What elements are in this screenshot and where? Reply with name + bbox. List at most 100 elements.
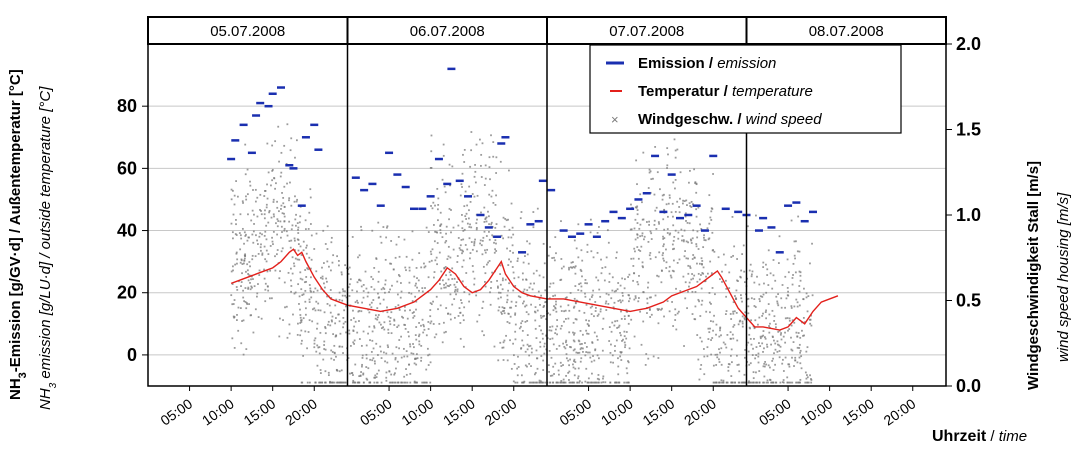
- wind-point: [411, 258, 414, 261]
- wind-point: [298, 303, 300, 305]
- wind-point: [462, 259, 465, 262]
- wind-point: [411, 230, 414, 233]
- wind-point: [617, 282, 620, 284]
- wind-point: [493, 345, 496, 348]
- right-tick-label: 0.5: [956, 291, 981, 311]
- wind-point: [404, 309, 406, 312]
- wind-point: [447, 255, 450, 258]
- wind-point: [722, 341, 725, 344]
- wind-point: [665, 261, 668, 264]
- wind-point: [374, 376, 376, 379]
- wind-point: [730, 256, 733, 258]
- wind-point: [681, 235, 684, 237]
- wind-point: [284, 306, 286, 309]
- wind-point: [434, 230, 436, 233]
- wind-point: [340, 273, 343, 276]
- wind-point: [307, 228, 310, 230]
- wind-point: [479, 242, 481, 245]
- wind-point: [611, 276, 614, 279]
- wind-point: [301, 294, 304, 296]
- wind-point: [400, 356, 403, 359]
- wind-point: [654, 294, 657, 297]
- wind-point: [786, 287, 789, 289]
- wind-point: [253, 223, 255, 225]
- wind-point: [713, 314, 715, 317]
- wind-point: [636, 213, 639, 216]
- wind-point: [767, 364, 770, 367]
- wind-point: [509, 315, 512, 318]
- wind-point: [509, 260, 512, 263]
- wind-point: [604, 302, 607, 305]
- wind-point: [448, 207, 451, 210]
- wind-point: [252, 230, 255, 233]
- wind-point: [799, 271, 802, 274]
- wind-point: [759, 335, 762, 338]
- wind-point: [657, 309, 660, 311]
- wind-point: [586, 323, 589, 325]
- wind-point: [698, 262, 701, 265]
- wind-point: [642, 218, 645, 221]
- wind-point: [806, 310, 809, 313]
- wind-point: [425, 381, 428, 384]
- wind-point: [231, 231, 234, 234]
- wind-point: [574, 302, 577, 305]
- wind-point: [540, 294, 543, 297]
- wind-point: [283, 205, 286, 208]
- wind-point: [334, 304, 337, 307]
- wind-point: [730, 337, 732, 340]
- wind-point: [747, 312, 750, 315]
- wind-point: [443, 286, 446, 289]
- wind-point: [581, 333, 584, 336]
- wind-point: [698, 378, 701, 381]
- wind-point: [800, 367, 803, 370]
- wind-point: [744, 311, 747, 314]
- wind-point: [674, 149, 677, 152]
- wind-point: [737, 323, 740, 326]
- wind-point: [744, 381, 747, 384]
- wind-point: [657, 322, 660, 325]
- wind-point: [791, 381, 794, 384]
- wind-point: [359, 375, 362, 377]
- wind-point: [413, 315, 416, 317]
- wind-point: [398, 347, 400, 350]
- wind-point: [240, 285, 242, 288]
- wind-point: [634, 250, 636, 253]
- wind-point: [560, 310, 563, 312]
- wind-point: [638, 227, 641, 230]
- wind-point: [411, 312, 414, 314]
- wind-point: [689, 238, 692, 241]
- wind-point: [407, 335, 410, 338]
- wind-point: [267, 221, 270, 224]
- wind-point: [720, 334, 722, 337]
- wind-point: [265, 206, 268, 209]
- wind-point: [429, 322, 432, 325]
- wind-point: [362, 330, 365, 333]
- wind-point: [744, 281, 746, 284]
- wind-point: [288, 240, 291, 242]
- wind-point: [689, 205, 692, 207]
- wind-point: [768, 325, 770, 327]
- wind-point: [516, 381, 519, 384]
- wind-point: [750, 381, 753, 384]
- wind-point: [452, 226, 455, 229]
- wind-point: [769, 322, 771, 325]
- wind-point: [570, 346, 572, 349]
- wind-point: [466, 222, 469, 225]
- right-axis-subtitle: wind speed housing [m/s]: [1055, 192, 1072, 362]
- wind-point: [461, 280, 464, 283]
- wind-point: [338, 320, 341, 323]
- wind-point: [763, 282, 765, 285]
- wind-point: [679, 171, 682, 174]
- wind-point: [771, 360, 774, 362]
- wind-point: [608, 340, 611, 342]
- wind-point: [348, 332, 351, 335]
- wind-point: [628, 297, 631, 300]
- wind-point: [701, 299, 704, 302]
- wind-point: [661, 254, 664, 257]
- wind-point: [762, 334, 765, 337]
- wind-point: [482, 236, 485, 239]
- wind-point: [796, 381, 799, 384]
- wind-point: [256, 239, 259, 242]
- wind-point: [534, 381, 537, 384]
- wind-point: [670, 276, 673, 279]
